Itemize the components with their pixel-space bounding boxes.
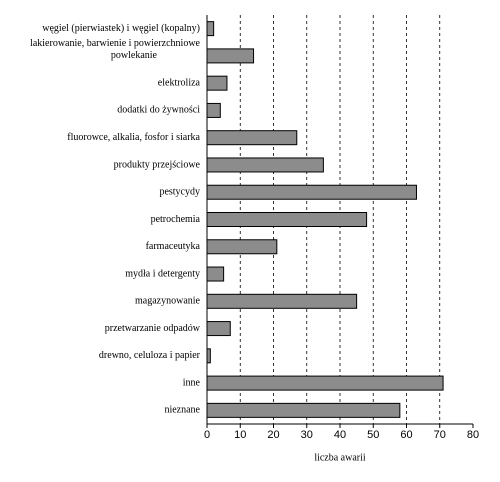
y-tick-label: nieznane: [164, 405, 200, 416]
y-tick-label: elektroliza: [158, 77, 201, 88]
y-tick-label: dodatki do żywności: [117, 105, 200, 116]
y-tick-label: fluorowce, alkalia, fosfor i siarka: [67, 132, 200, 143]
bar: [206, 293, 358, 309]
bar: [206, 184, 417, 200]
x-tick-label: 20: [267, 429, 279, 441]
x-axis-label: liczba awarii: [314, 452, 366, 463]
x-tick-label: 0: [204, 429, 210, 441]
bar: [206, 402, 401, 418]
x-tick-label: 80: [467, 429, 479, 441]
y-tick-label: pestycydy: [159, 187, 200, 198]
bar: [206, 321, 231, 337]
y-tick-label: petrochemia: [151, 214, 201, 225]
y-tick-label: produkty przejściowe: [114, 159, 201, 170]
bar: [206, 239, 278, 255]
bar: [206, 212, 368, 227]
y-tick-label: drewno, celuloza i papier: [99, 350, 201, 361]
bar: [206, 266, 225, 282]
y-tick-label: magazynowanie: [135, 296, 201, 307]
y-tick-label: węgiel (pierwiastek) i węgiel (kopalny): [42, 23, 200, 34]
bar: [206, 21, 215, 37]
x-tick-label: 30: [301, 429, 313, 441]
bar: [206, 130, 298, 146]
x-tick-label: 70: [434, 429, 446, 441]
bar: [206, 375, 444, 391]
y-tick-label: farmaceutyka: [146, 241, 201, 252]
y-tick-label: inne: [183, 377, 201, 388]
x-tick-label: 40: [334, 429, 346, 441]
y-tick-label: lakierowanie, barwienie i powierzchniowe…: [30, 38, 200, 61]
bar: [206, 102, 221, 118]
bar: [206, 157, 324, 173]
x-tick-label: 50: [367, 429, 379, 441]
bar: [206, 48, 255, 64]
x-tick-label: 60: [400, 429, 412, 441]
y-tick-label: przetwarzanie odpadów: [105, 323, 201, 334]
x-tick-label: 10: [234, 429, 246, 441]
bar: [206, 75, 228, 91]
bar: [206, 348, 211, 364]
y-tick-label: mydła i detergenty: [125, 268, 200, 279]
